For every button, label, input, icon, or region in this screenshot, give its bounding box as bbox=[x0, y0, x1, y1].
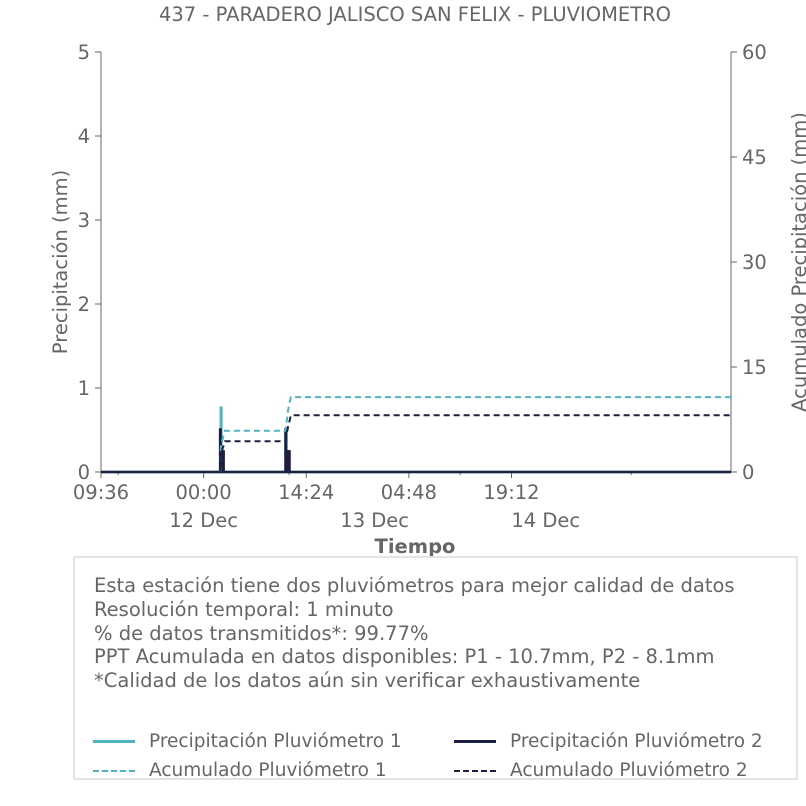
x-tick-label-4: 19:12 bbox=[483, 481, 539, 504]
y2-tick-label-0: 0 bbox=[742, 461, 754, 484]
legend-swatch-p1-acum bbox=[93, 769, 135, 772]
info-line-quality: *Calidad de los datos aún sin verificar … bbox=[94, 669, 641, 693]
x-tick-label-1: 00:00 bbox=[176, 481, 232, 504]
x-axis-label: Tiempo bbox=[375, 535, 456, 556]
series-0 bbox=[101, 406, 731, 474]
legend-label-p2-acum: Acumulado Pluviómetro 2 bbox=[510, 760, 748, 781]
acum-line-2 bbox=[101, 396, 731, 473]
x-tick-label-2: 14:24 bbox=[278, 481, 334, 504]
legend-item-p2-precip: Precipitación Pluviómetro 2 bbox=[454, 731, 763, 752]
chart-title: 437 - PARADERO JALISCO SAN FELIX - PLUVI… bbox=[159, 3, 671, 26]
info-line-accumulated: PPT Acumulada en datos disponibles: P1 -… bbox=[94, 645, 715, 669]
legend-item-p1-precip: Precipitación Pluviómetro 1 bbox=[93, 731, 402, 752]
y-tick-label-0: 0 bbox=[78, 461, 90, 484]
series-group bbox=[101, 396, 731, 474]
legend-swatch-p2-acum bbox=[454, 769, 496, 772]
y-tick-label-3: 3 bbox=[78, 209, 90, 232]
legend-swatch-p1-precip bbox=[93, 740, 135, 743]
y2-tick-label-1: 15 bbox=[742, 356, 767, 379]
series-2 bbox=[101, 396, 731, 473]
legend-label-p2-precip: Precipitación Pluviómetro 2 bbox=[510, 731, 763, 752]
info-line-stations: Esta estación tiene dos pluviómetros par… bbox=[94, 574, 735, 597]
y-tick-label-1: 1 bbox=[78, 377, 90, 400]
series-3 bbox=[101, 414, 731, 473]
y2-tick-label-2: 30 bbox=[742, 251, 767, 274]
y2-axis-label: Acumulado Precipitación (mm) bbox=[788, 112, 806, 412]
legend-item-p1-acum: Acumulado Pluviómetro 1 bbox=[93, 760, 387, 781]
y2-tick-label-3: 45 bbox=[742, 146, 767, 169]
legend-label-p1-acum: Acumulado Pluviómetro 1 bbox=[149, 760, 387, 781]
legend-label-p1-precip: Precipitación Pluviómetro 1 bbox=[149, 731, 402, 752]
acum-line-3 bbox=[101, 414, 731, 473]
x-date-label-2: 14 Dec bbox=[511, 509, 580, 532]
x-date-label-0: 12 Dec bbox=[169, 509, 238, 532]
legend-item-p2-acum: Acumulado Pluviómetro 2 bbox=[454, 760, 748, 781]
info-lines: Esta estación tiene dos pluviómetros par… bbox=[94, 574, 735, 693]
chart: 437 - PARADERO JALISCO SAN FELIX - PLUVI… bbox=[49, 3, 806, 556]
y2-tick-label-4: 60 bbox=[742, 41, 767, 64]
y-tick-label-5: 5 bbox=[78, 41, 90, 64]
x-date-label-1: 13 Dec bbox=[340, 509, 409, 532]
y-axis-label: Precipitación (mm) bbox=[49, 170, 72, 354]
series-1 bbox=[101, 428, 731, 474]
y-tick-label-4: 4 bbox=[78, 125, 90, 148]
info-line-resolution: Resolución temporal: 1 minuto bbox=[94, 597, 394, 621]
info-legend-box: Esta estación tiene dos pluviómetros par… bbox=[73, 556, 798, 781]
x-tick-label-3: 04:48 bbox=[381, 481, 437, 504]
x-tick-label-0: 09:36 bbox=[73, 481, 129, 504]
y-tick-label-2: 2 bbox=[78, 293, 90, 316]
info-line-transmitted: % de datos transmitidos*: 99.77% bbox=[94, 621, 429, 645]
legend-swatch-p2-precip bbox=[454, 740, 496, 743]
